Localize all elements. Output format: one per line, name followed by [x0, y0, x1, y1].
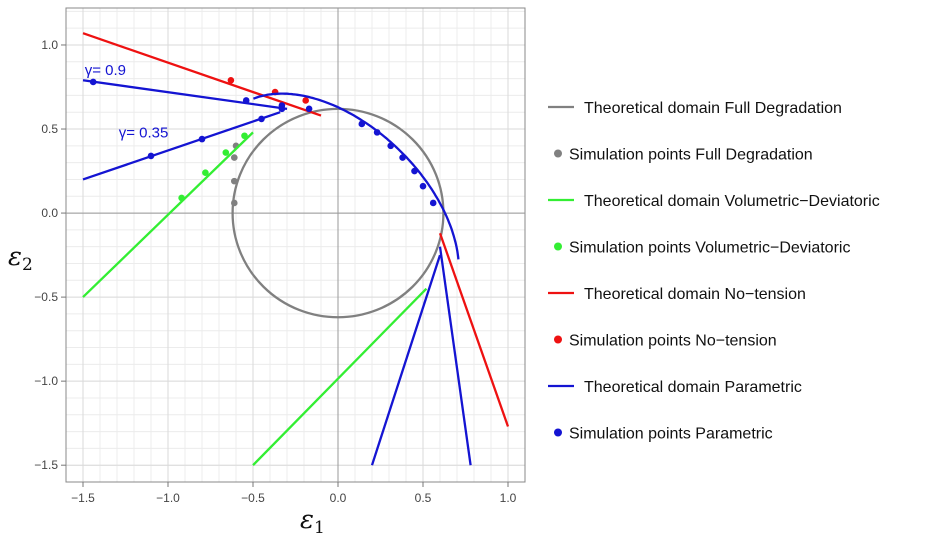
x-tick-label: 0.0 [330, 491, 347, 505]
series-4-segment [438, 232, 510, 427]
series-7-point [358, 120, 366, 128]
legend-marker-point [554, 242, 562, 251]
series-7-point [198, 135, 206, 143]
x-tick-label: −1.0 [156, 491, 180, 505]
series-7-point [147, 152, 155, 160]
plot-frame [65, 7, 526, 483]
series-7-point [399, 154, 406, 161]
annotation-gamma-0.9: γ= 0.9 [85, 62, 126, 79]
axes [65, 7, 526, 483]
series-3-point [241, 132, 248, 140]
y-axis-label: ε2 [8, 242, 33, 275]
legend-label: Theoretical domain Volumetric−Deviatoric [584, 193, 880, 210]
x-tick-label: −0.5 [241, 491, 265, 505]
series-7-point [278, 105, 286, 113]
series-2-segment [82, 131, 254, 298]
legend-marker-point [554, 335, 562, 344]
x-axis-label: ε1 [300, 505, 325, 538]
legend-label: Theoretical domain No−tension [584, 286, 806, 303]
series-6-segment [438, 246, 472, 466]
series-0-curve [231, 107, 445, 319]
series-6-segment [82, 79, 288, 110]
legend-marker-point [554, 149, 562, 158]
series-7-point [373, 129, 381, 136]
series-1-point [231, 199, 238, 207]
series-7-point [305, 105, 313, 113]
series-7-point [387, 142, 395, 150]
y-tick-label: 0.0 [41, 206, 58, 220]
tick-labels: −1.5 −1.0 −0.5 0.0 0.5 1.0 −1.5 −1.0 −0.5 0.0 0.5 1… [34, 38, 516, 505]
x-tick-label: 0.5 [415, 491, 432, 505]
y-tick-label: 1.0 [41, 38, 58, 52]
grid [66, 8, 525, 482]
legend-label: Simulation points Full Degradation [569, 147, 813, 164]
legend-label: Simulation points No−tension [569, 333, 777, 350]
legend-label: Theoretical domain Parametric [584, 379, 802, 396]
series-7-point [419, 182, 427, 190]
series-7-point [89, 78, 97, 86]
legend-marker-point [554, 428, 562, 437]
series-1-point [231, 154, 238, 161]
series-1-point [231, 177, 238, 185]
series-2-segment [252, 287, 428, 466]
legend-label: Simulation points Volumetric−Deviatoric [569, 240, 850, 257]
y-tick-label: −1.5 [34, 458, 58, 472]
series-5-point [302, 97, 310, 104]
legend-label: Theoretical domain Full Degradation [584, 100, 842, 117]
x-tick-label: −1.5 [71, 491, 95, 505]
series-7-point [258, 115, 265, 123]
series-7-point [242, 97, 250, 104]
series-3-point [222, 149, 230, 156]
legend-label: Simulation points Parametric [569, 426, 773, 443]
y-tick-label: −0.5 [34, 290, 58, 304]
x-tick-label: 1.0 [500, 491, 517, 505]
series-6-segment [370, 254, 442, 466]
series-3-point [178, 194, 185, 202]
series-7-point [429, 199, 437, 207]
series-4-segment [82, 32, 322, 117]
y-tick-label: −1.0 [34, 374, 58, 388]
plot-area [82, 32, 510, 466]
annotation-gamma-0.35: γ= 0.35 [119, 124, 169, 141]
series-3-point [202, 169, 209, 177]
series-5-point [227, 76, 235, 84]
series-7-point [411, 167, 418, 175]
series-6-segment [82, 111, 281, 181]
series-6-arc [253, 92, 460, 260]
y-tick-label: 0.5 [41, 122, 58, 136]
legend: Theoretical domain Full Degradation Simul… [548, 100, 880, 443]
